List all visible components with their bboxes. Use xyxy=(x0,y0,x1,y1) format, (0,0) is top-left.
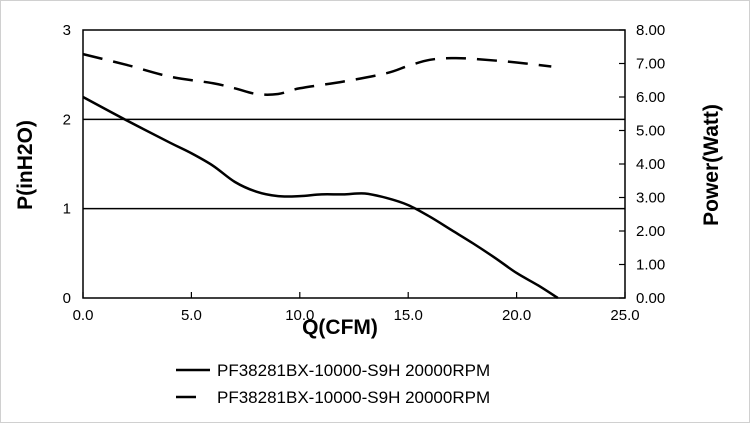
y2-tick-label: 3.00 xyxy=(636,190,665,207)
y-tick-label: 3 xyxy=(63,22,71,39)
y2-tick-label: 2.00 xyxy=(636,223,665,240)
x-tick-label: 20.0 xyxy=(502,307,531,324)
x-tick-label: 25.0 xyxy=(610,307,639,324)
y2-tick-label: 7.00 xyxy=(636,56,665,73)
plot-area xyxy=(82,29,626,299)
power-curve xyxy=(82,52,552,96)
y2-axis-label: Power(Watt) xyxy=(700,104,723,226)
legend-label-power: PF38281BX-10000-S9H 20000RPM xyxy=(217,388,490,407)
x-tick-label: 0.0 xyxy=(73,307,94,324)
y-tick-label: 1 xyxy=(63,201,71,218)
y2-tick-label: 1.00 xyxy=(636,257,665,274)
y-tick-label: 0 xyxy=(63,290,71,307)
y-axis-label: P(inH2O) xyxy=(14,120,37,210)
y2-tick-label: 0.00 xyxy=(636,290,665,307)
x-tick-label: 10.0 xyxy=(285,307,314,324)
gridlines xyxy=(83,118,625,210)
axis-ticks: 0 1 2 3 0.00 1.00 2.00 3.00 4.00 5.00 6.00 7.00 8.00… xyxy=(63,22,666,324)
series-lines xyxy=(82,52,559,300)
x-tick-label: 5.0 xyxy=(181,307,202,324)
x-tick-label: 15.0 xyxy=(394,307,423,324)
y2-tick-label: 4.00 xyxy=(636,156,665,173)
pressure-curve xyxy=(82,95,559,300)
y2-tick-label: 8.00 xyxy=(636,22,665,39)
x-axis-label: Q(CFM) xyxy=(302,316,378,339)
legend-label-pressure: PF38281BX-10000-S9H 20000RPM xyxy=(217,361,490,380)
y2-tick-label: 5.00 xyxy=(636,123,665,140)
y-tick-label: 2 xyxy=(63,111,71,128)
y2-tick-label: 6.00 xyxy=(636,89,665,106)
